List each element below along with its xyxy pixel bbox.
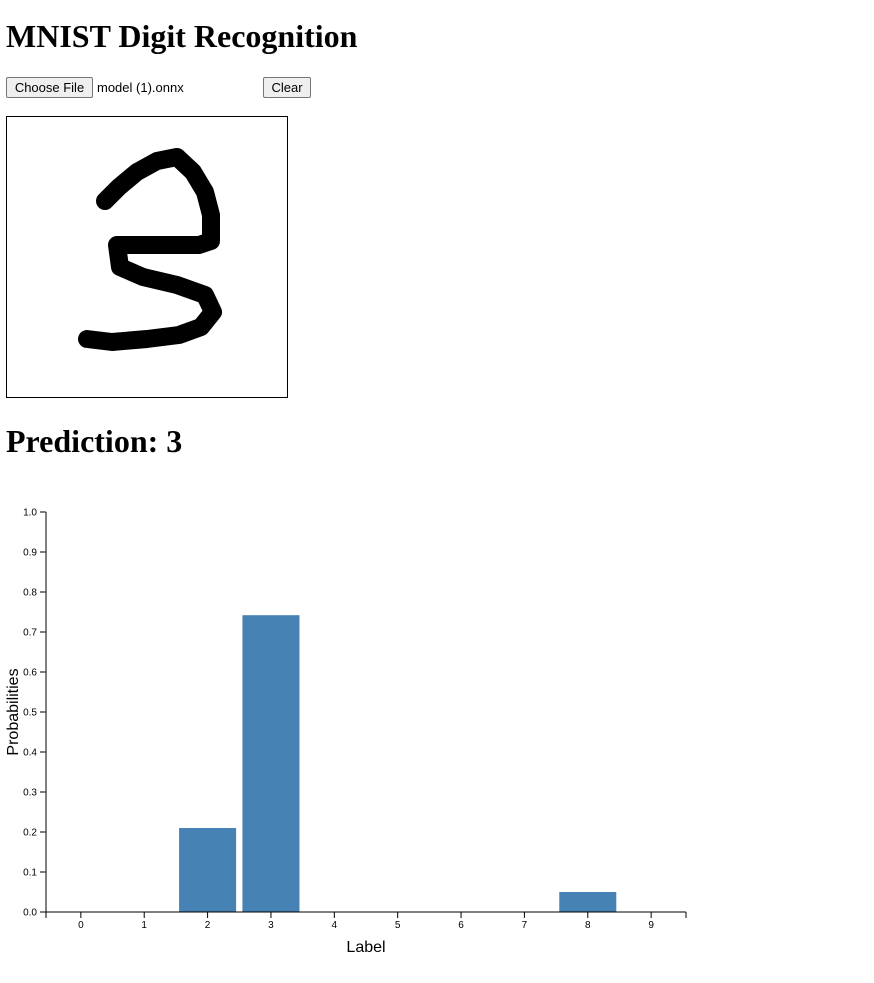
x-tick-label: 8 xyxy=(585,920,591,931)
drawing-canvas[interactable] xyxy=(6,116,288,398)
bar-3 xyxy=(242,615,300,912)
selected-file-name: model (1).onnx xyxy=(97,80,184,95)
choose-file-button[interactable]: Choose File xyxy=(6,77,93,98)
y-tick-label: 0.8 xyxy=(23,588,37,599)
y-tick-label: 0.6 xyxy=(23,668,37,679)
y-tick-label: 0.7 xyxy=(23,628,37,639)
y-tick-label: 0.2 xyxy=(23,828,37,839)
bar-2 xyxy=(179,828,237,912)
x-tick-label: 4 xyxy=(332,920,338,931)
x-tick-label: 0 xyxy=(78,920,84,931)
prediction-result: Prediction: 3 xyxy=(6,423,183,459)
y-tick-label: 0.3 xyxy=(23,788,37,799)
x-tick-label: 2 xyxy=(205,920,211,931)
handwritten-digit-strokes xyxy=(78,148,222,351)
x-tick-label: 9 xyxy=(648,920,654,931)
x-axis-label: Label xyxy=(346,939,385,956)
y-tick-label: 0.0 xyxy=(23,908,37,919)
y-tick-label: 1.0 xyxy=(23,508,37,519)
y-axis-label: Probabilities xyxy=(5,668,22,755)
y-tick-label: 0.9 xyxy=(23,548,37,559)
x-tick-label: 5 xyxy=(395,920,401,931)
x-tick-label: 6 xyxy=(458,920,464,931)
clear-button[interactable]: Clear xyxy=(263,77,311,98)
x-tick-label: 7 xyxy=(522,920,528,931)
bar-8 xyxy=(559,892,617,912)
x-tick-label: 1 xyxy=(141,920,147,931)
y-tick-label: 0.4 xyxy=(23,748,37,759)
y-tick-label: 0.1 xyxy=(23,868,37,879)
probability-bar-chart: 0.0 0.1 0.2 0.3 0.4 0.5 0.6 0.7 0.8 0.9 1.0 0 1 2 3 4 5… xyxy=(5,508,687,956)
x-tick-label: 3 xyxy=(268,920,274,931)
y-tick-label: 0.5 xyxy=(23,708,37,719)
page-title: MNIST Digit Recognition xyxy=(6,18,358,54)
